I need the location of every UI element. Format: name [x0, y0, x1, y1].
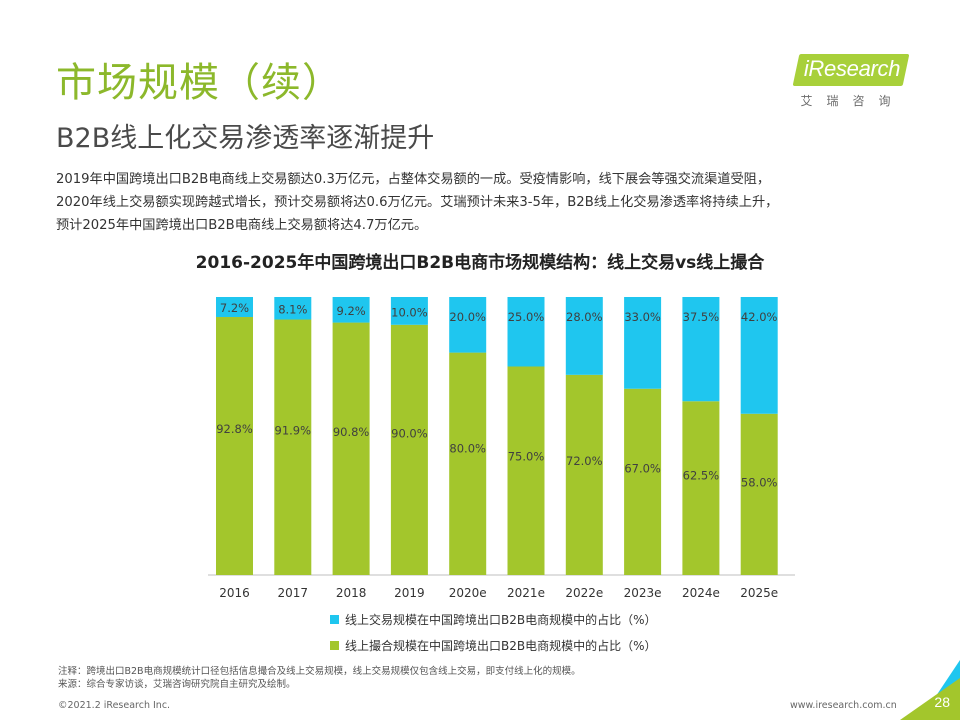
data-label-online-transaction: 20.0%: [449, 310, 486, 324]
x-tick-label: 2020e: [449, 586, 487, 600]
data-label-online-matching: 72.0%: [566, 454, 603, 468]
chart-title: 2016-2025年中国跨境出口B2B电商市场规模结构：线上交易vs线上撮合: [195, 253, 765, 273]
bar-online-transaction: [332, 297, 370, 323]
page-number: 28: [934, 694, 950, 710]
summary-line: 预计2025年中国跨境出口B2B电商线上交易额将达4.7万亿元。: [56, 218, 428, 233]
chart-legend: 线上交易规模在中国跨境出口B2B电商规模中的占比（%） 线上撮合规模在中国跨境出…: [330, 606, 657, 658]
x-tick-label: 2019: [394, 586, 425, 600]
bar-online-matching: [274, 319, 312, 575]
legend-swatch-blue: [330, 614, 339, 624]
footer-copyright: ©2021.2 iResearch Inc.: [58, 700, 171, 711]
x-tick-label: 2022e: [565, 586, 603, 600]
x-tick-label: 2023e: [624, 586, 662, 600]
legend-swatch-green: [330, 640, 339, 650]
data-label-online-matching: 91.9%: [275, 423, 312, 437]
data-label-online-matching: 80.0%: [449, 442, 486, 456]
bar-online-matching: [565, 374, 603, 575]
bar-online-matching: [390, 324, 428, 575]
data-label-online-transaction: 10.0%: [391, 305, 428, 319]
data-label-online-transaction: 9.2%: [336, 304, 365, 318]
bar-online-transaction: [624, 297, 662, 389]
bar-online-transaction: [274, 297, 312, 320]
bar-online-matching: [332, 322, 370, 575]
bar-online-matching: [624, 388, 662, 575]
stacked-bar-chart: 92.8% 7.2% 2016 91.9% 8.1% 2017 90.8% 9.2% 2018 9…: [208, 297, 795, 600]
data-label-online-transaction: 25.0%: [508, 310, 545, 324]
data-label-online-transaction: 28.0%: [566, 310, 603, 324]
data-label-online-matching: 90.0%: [391, 426, 428, 440]
data-label-online-transaction: 42.0%: [741, 310, 778, 324]
bar-online-transaction: [449, 297, 487, 353]
footnote: 注释：跨境出口B2B电商规模统计口径包括信息撮合及线上交易规模，线上交易规模仅包…: [58, 665, 581, 691]
data-label-online-transaction: 33.0%: [624, 310, 661, 324]
bar-online-matching: [216, 317, 253, 575]
legend-item-online-matching: 线上撮合规模在中国跨境出口B2B电商规模中的占比（%）: [330, 632, 657, 658]
x-tick-label: 2017: [278, 586, 309, 600]
legend-label: 线上撮合规模在中国跨境出口B2B电商规模中的占比（%）: [345, 638, 657, 653]
bar-online-matching: [449, 352, 487, 575]
x-tick-label: 2018: [336, 586, 367, 600]
data-label-online-transaction: 8.1%: [278, 302, 307, 316]
footer-website: www.iresearch.com.cn: [790, 700, 897, 711]
bar-online-transaction: [216, 297, 253, 318]
data-label-online-matching: 92.8%: [216, 422, 253, 436]
page-title: 市场规模（续）: [56, 60, 343, 106]
x-tick-label: 2016: [219, 586, 250, 600]
bar-online-matching: [682, 401, 720, 575]
corner-decoration: [900, 660, 960, 720]
legend-label: 线上交易规模在中国跨境出口B2B电商规模中的占比（%）: [345, 612, 657, 627]
bar-online-transaction: [740, 297, 778, 414]
iresearch-logo: iResearch 艾瑞咨询: [790, 52, 915, 116]
bar-online-matching: [740, 413, 778, 575]
x-tick-label: 2025e: [740, 586, 778, 600]
data-label-online-matching: 58.0%: [741, 475, 778, 489]
data-label-online-matching: 67.0%: [624, 462, 661, 476]
footnote-source: 来源：综合专家访谈，艾瑞咨询研究院自主研究及绘制。: [58, 679, 296, 690]
summary-line: 2019年中国跨境出口B2B电商线上交易额达0.3万亿元，占整体交易额的一成。受…: [56, 172, 771, 187]
bar-online-transaction: [682, 297, 720, 402]
data-label-online-matching: 75.0%: [508, 449, 545, 463]
page-subtitle: B2B线上化交易渗透率逐渐提升: [56, 123, 435, 154]
x-tick-label: 2024e: [682, 586, 720, 600]
logo-chinese-name: 艾瑞咨询: [800, 94, 905, 108]
summary-line: 2020年线上交易额实现跨越式增长，预计交易额将达0.6万亿元。艾瑞预计未来3-…: [56, 195, 779, 210]
data-label-online-matching: 90.8%: [333, 425, 370, 439]
x-tick-label: 2021e: [507, 586, 545, 600]
data-label-online-matching: 62.5%: [683, 468, 720, 482]
legend-item-online-transaction: 线上交易规模在中国跨境出口B2B电商规模中的占比（%）: [330, 606, 657, 632]
bar-online-transaction: [565, 297, 603, 375]
data-label-online-transaction: 37.5%: [683, 310, 720, 324]
summary-paragraph: 2019年中国跨境出口B2B电商线上交易额达0.3万亿元，占整体交易额的一成。受…: [56, 168, 926, 237]
corner-green-triangle: [900, 678, 960, 720]
footnote-note: 注释：跨境出口B2B电商规模统计口径包括信息撮合及线上交易规模，线上交易规模仅包…: [58, 666, 581, 677]
logo-brand: iResearch: [803, 56, 901, 81]
data-label-online-transaction: 7.2%: [220, 301, 249, 315]
bar-online-transaction: [390, 297, 428, 325]
bar-online-matching: [507, 366, 545, 575]
bar-online-transaction: [507, 297, 545, 367]
